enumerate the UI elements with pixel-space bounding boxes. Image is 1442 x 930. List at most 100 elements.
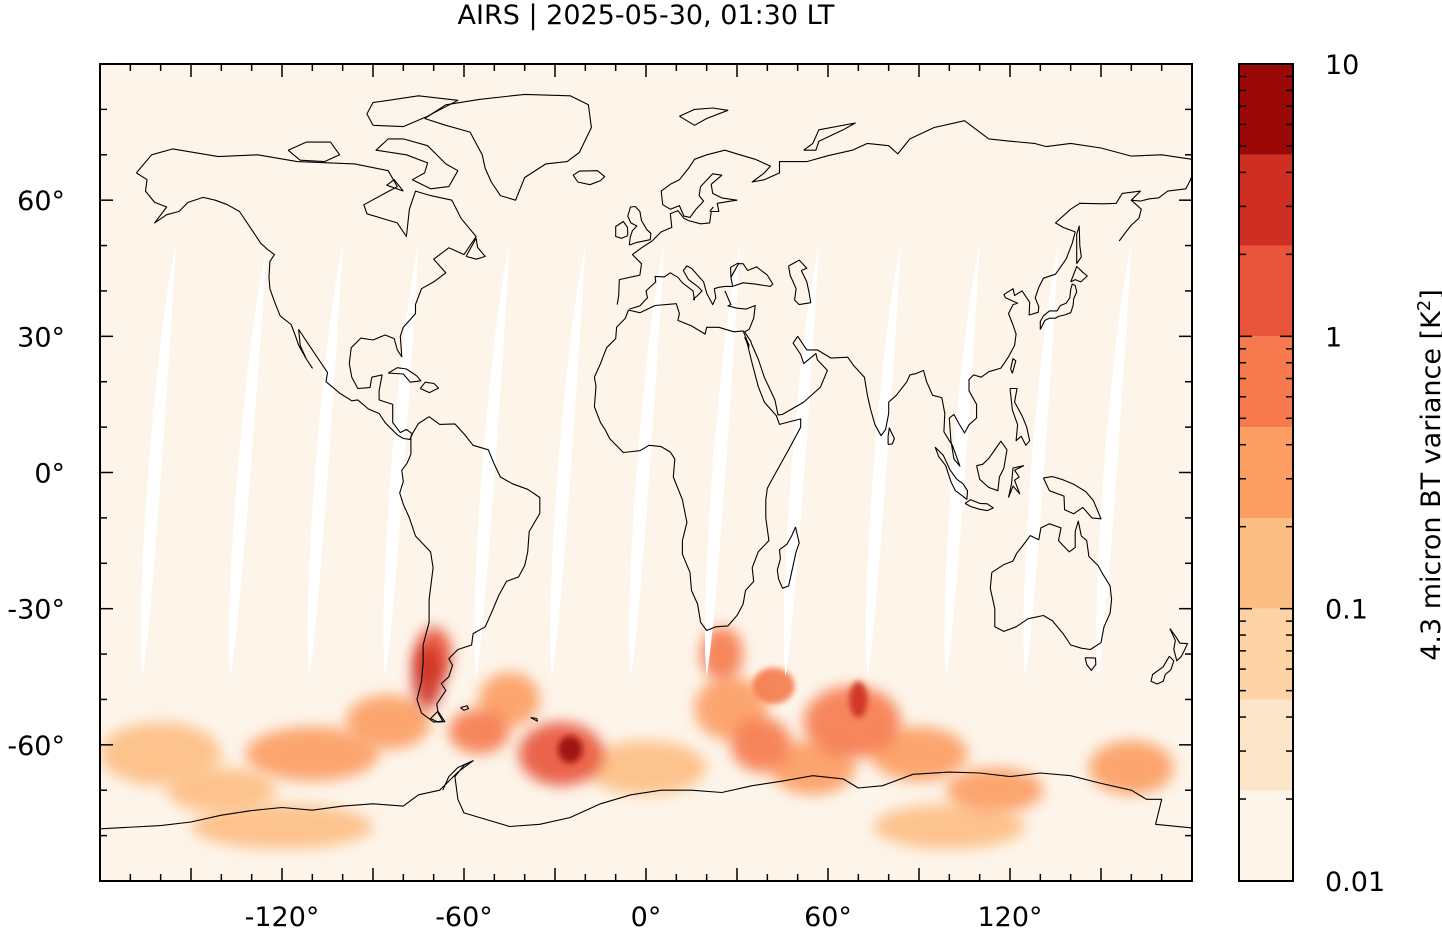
coastline-hokkaido [1070,265,1088,283]
swath-gaps [140,245,1132,677]
coastline-hudson-bay-islands [386,179,404,192]
colorbar-tick-label: 1 [1325,322,1342,353]
coastline-africa [593,303,802,632]
swath-gap [944,245,980,677]
colorbar-band [1239,64,1293,155]
swath-gap [383,245,419,677]
variance-blob [752,667,795,704]
swath-gap [550,245,586,677]
variance-blob [946,767,1044,813]
variance-blob [412,644,443,709]
colorbar-band [1239,245,1293,337]
coastline-new-guinea [1042,476,1102,520]
coastline-svalbard [679,107,729,126]
coastline-asia-north [852,120,1192,160]
coastline-baffin [375,138,459,190]
coastline-baltic [709,206,714,212]
colorbar-band [1239,790,1293,881]
coastline-sumatra [934,446,969,500]
colorbar-bands [1239,64,1293,881]
map-ticks [100,64,1192,881]
coastline-taiwan [1010,358,1017,374]
coastline-hispaniola [419,381,440,394]
variance-blob [558,735,583,763]
y-tick-label: 30° [17,322,65,353]
variance-blob [870,726,968,782]
coastline-south-america [399,416,541,723]
swath-gap [140,245,176,677]
coastline-borneo [976,440,1008,492]
colorbar-band [1239,154,1293,246]
variance-blob [1088,740,1174,795]
swath-gap [1096,245,1132,677]
colorbar-frame [1238,63,1294,882]
coastline-new-zealand-s [1150,655,1175,685]
variance-blob [873,803,1026,850]
coastline-antarctic-peninsula [442,760,474,791]
coastline-cuba [387,367,422,383]
colorbar-label: 4.3 micron BT variance [K2] [1408,255,1442,695]
x-tick-label: 60° [804,902,852,930]
colorbar-band [1239,427,1293,519]
variance-blob [191,803,373,850]
coastline-mediterranean [629,263,774,310]
coastline-philippines [1009,387,1031,446]
coastline-australia [989,520,1113,651]
chart-title: AIRS | 2025-05-30, 01:30 LT [457,0,835,31]
coastline-great-britain [627,205,652,246]
coastline-java [964,499,994,512]
coastline-iceland [572,170,606,186]
colorbar-label-text: 4.3 micron BT variance [K [1416,311,1442,661]
colorbar: 10 1 0.1 0.01 [1238,50,1385,898]
swath-gap [704,245,741,677]
coastline-antarctica [100,760,1192,830]
coastline-south-georgia [530,717,538,722]
y-tick-label: 0° [34,459,65,490]
coastline-europe [616,149,853,305]
swath-gap [1023,245,1059,677]
colorbar-band [1239,518,1293,609]
x-tick-label: -60° [435,902,493,930]
colorbar-tick-label: 0.01 [1325,867,1385,898]
variance-blob [849,681,868,718]
coastline-kamchatka [1118,199,1142,242]
colorbar-band [1239,699,1293,791]
x-tick-label: 0° [631,902,662,930]
coastline-ellesmere [366,95,459,128]
colorbar-tick-label: 10 [1325,50,1359,81]
swath-gap [865,245,901,677]
map-tick-labels: -120° -60° 0° 60° 120° 60° 30° 0° -30° -60° [7,186,1042,930]
coastline-tasmania [1084,657,1097,671]
coastline-new-zealand-n [1169,628,1189,662]
swath-gap [629,245,665,677]
colorbar-tick-labels: 10 1 0.1 0.01 [1325,50,1385,898]
y-tick-label: -60° [7,731,65,762]
coastline-sakhalin [1076,225,1082,265]
variance-blob [100,722,222,786]
y-tick-label: -30° [7,595,65,626]
swath-gap [307,245,343,677]
colorbar-band [1239,608,1293,700]
map-area: -120° -60° 0° 60° 120° 60° 30° 0° -30° -60° [7,63,1193,930]
variance-blob [730,717,792,773]
x-tick-label: -120° [245,902,320,930]
variance-blob [803,685,901,759]
variance-blob [345,694,431,750]
coastline-red-sea [744,336,750,348]
colorbar-band [1239,336,1293,428]
y-tick-label: 60° [17,186,65,217]
coastline-novaya-zemlya [803,122,856,151]
swath-gap [474,245,510,677]
variance-blob [448,708,510,754]
coastline-black-sea-outline [730,262,739,278]
coastline-madagascar [776,526,800,589]
x-tick-label: 120° [977,902,1042,930]
variance-blob [245,726,380,782]
coastline-tierra-del-fuego [430,710,446,723]
colorbar-ticks [1239,75,1293,882]
coastline-newfoundland [465,237,486,260]
colorbar-label-close: ] [1416,289,1442,300]
variance-blob [585,740,707,795]
colorbar-tick-label: 0.1 [1325,595,1368,626]
